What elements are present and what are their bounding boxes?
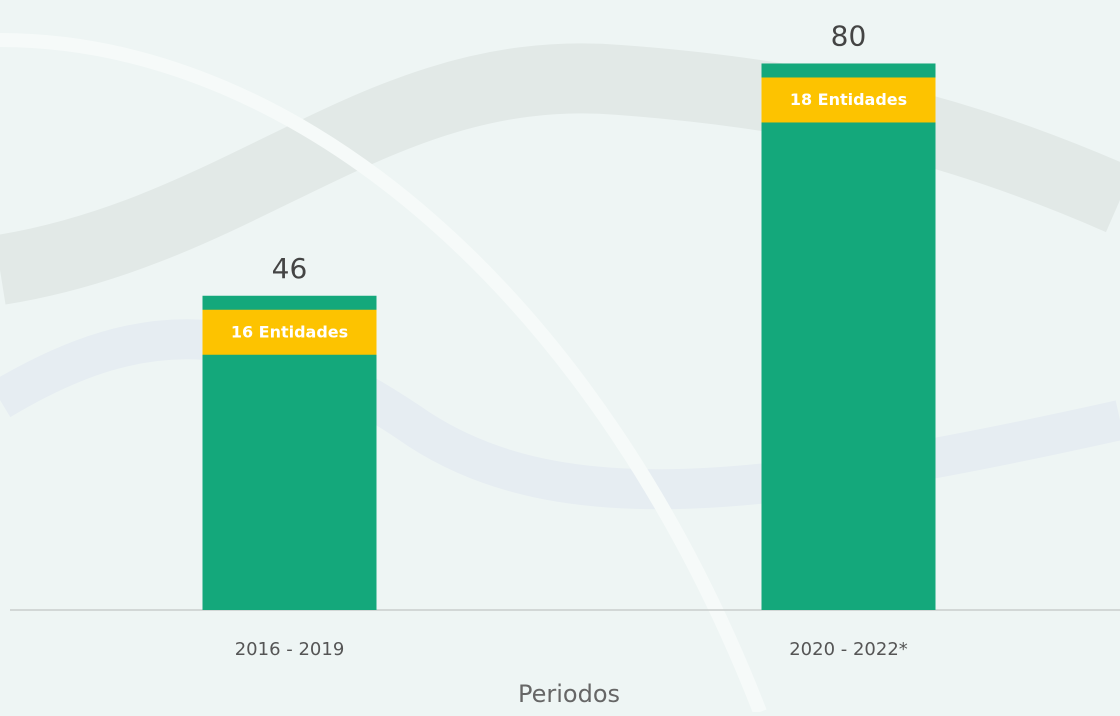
value-label: 80: [831, 19, 867, 52]
annotation-badge: [202, 309, 377, 355]
annotation: 18 Entidades: [790, 90, 907, 109]
annotation-badge: [761, 77, 936, 123]
value-label: 46: [272, 252, 308, 285]
bar: [761, 63, 936, 610]
x-tick-label: 2016 - 2019: [235, 639, 345, 660]
x-tick-label: 2020 - 2022*: [789, 639, 908, 660]
decor-swoosh: [0, 33, 767, 715]
x-axis-title: Periodos: [518, 680, 620, 708]
annotation: 16 Entidades: [231, 322, 348, 341]
decor-swoosh: [0, 43, 1120, 305]
